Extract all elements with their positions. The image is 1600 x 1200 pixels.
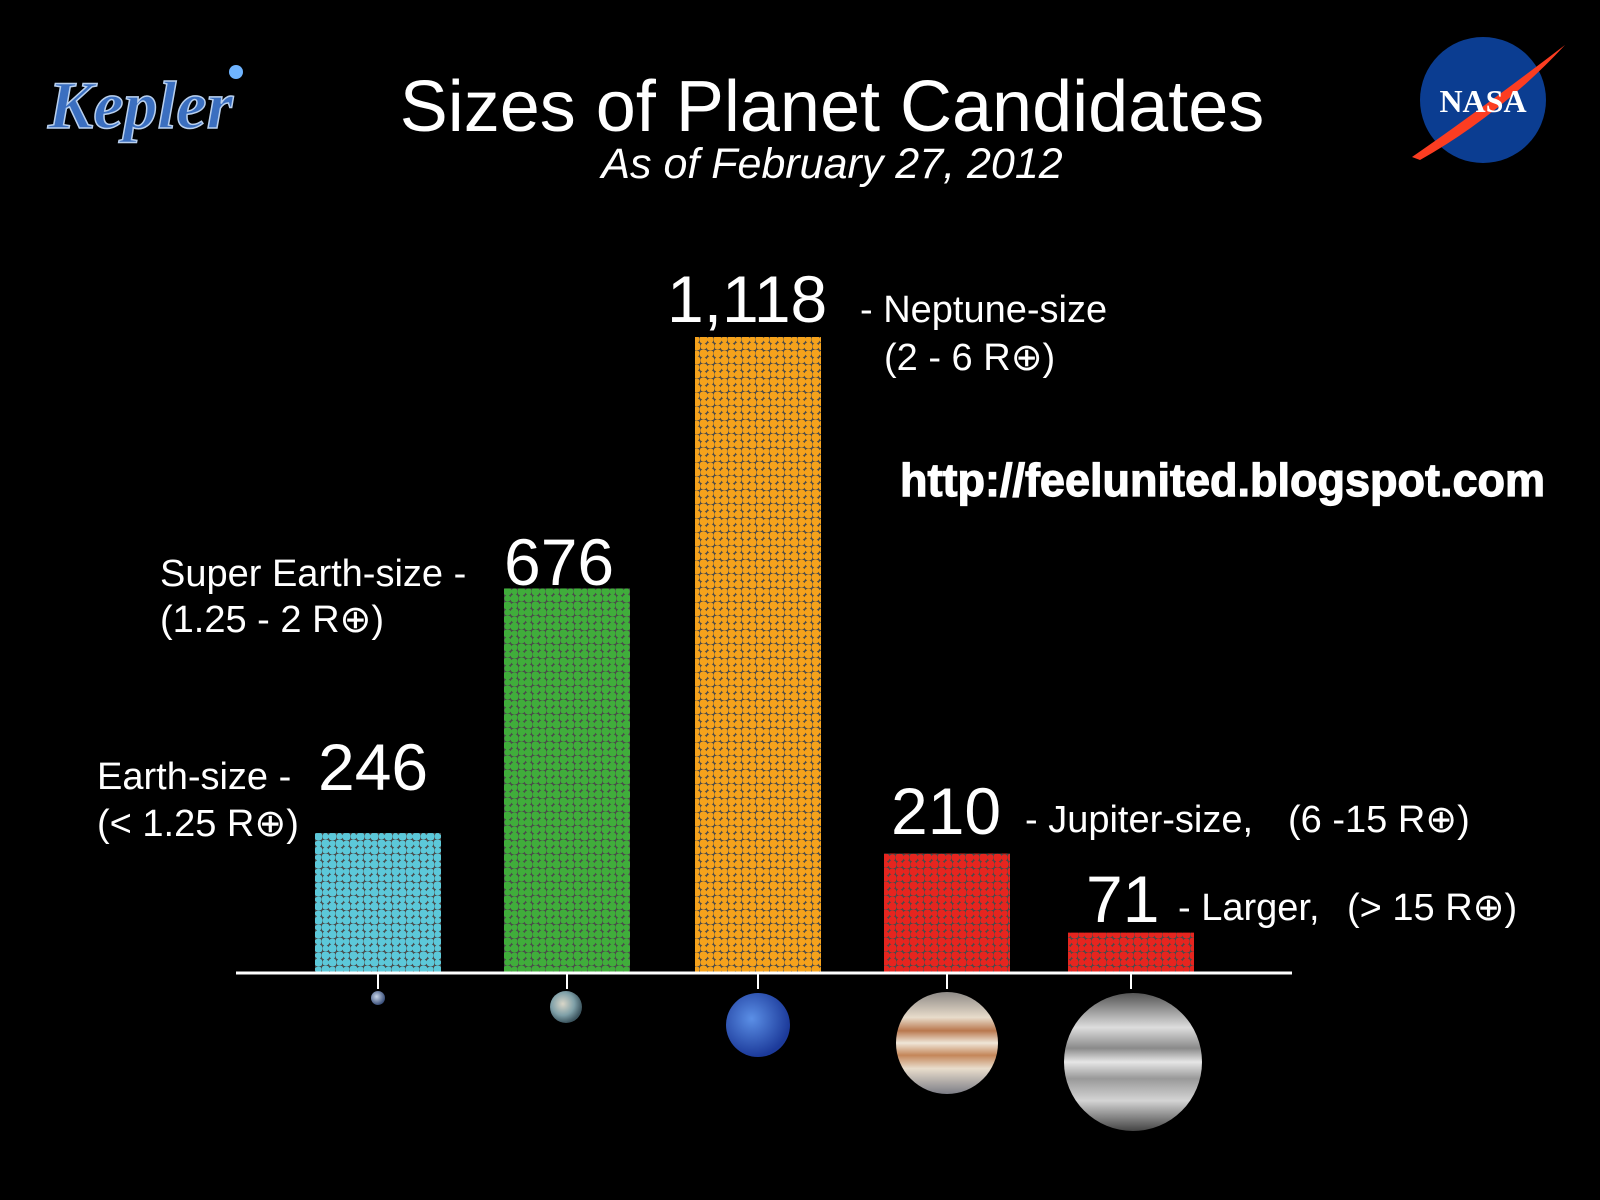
kepler-logo-dot: [229, 65, 243, 79]
category-label: Super Earth-size -: [160, 553, 466, 595]
bar: [504, 588, 630, 973]
category-label: Earth-size -: [97, 756, 291, 798]
planet-larger: [1064, 993, 1202, 1131]
value-label: 1,118: [667, 262, 827, 336]
value-label: 676: [504, 525, 614, 599]
size-range-label: (> 15 R⊕): [1347, 887, 1517, 929]
bar: [884, 853, 1010, 973]
category-label: - Larger,: [1178, 887, 1320, 929]
planet-earth: [371, 991, 385, 1005]
kepler-logo: Kepler: [47, 67, 234, 143]
bar: [315, 833, 441, 973]
value-label: 246: [318, 730, 428, 804]
planet-neptune: [726, 993, 790, 1057]
size-range-label: (6 -15 R⊕): [1288, 799, 1470, 841]
size-range-label: (1.25 - 2 R⊕): [160, 599, 384, 641]
bar: [1068, 932, 1194, 973]
bars: 246 Earth-size - (< 1.25 R⊕) 676 Super Earth…: [97, 262, 1517, 989]
value-label: 71: [1086, 862, 1159, 936]
bar: [695, 337, 821, 973]
chart-title: Sizes of Planet Candidates: [400, 67, 1265, 147]
size-range-label: (2 - 6 R⊕): [884, 337, 1055, 379]
planet-jupiter: [896, 992, 998, 1094]
chart-subtitle: As of February 27, 2012: [598, 140, 1062, 188]
category-label: - Neptune-size: [860, 289, 1107, 331]
category-label: - Jupiter-size,: [1025, 799, 1253, 841]
planet-super-earth: [550, 991, 582, 1023]
nasa-logo-swoosh: [1412, 45, 1565, 160]
value-label: 210: [891, 774, 1001, 848]
watermark: http://feelunited.blogspot.com: [900, 454, 1545, 506]
nasa-logo-text: NASA: [1439, 83, 1526, 119]
size-range-label: (< 1.25 R⊕): [97, 803, 299, 845]
